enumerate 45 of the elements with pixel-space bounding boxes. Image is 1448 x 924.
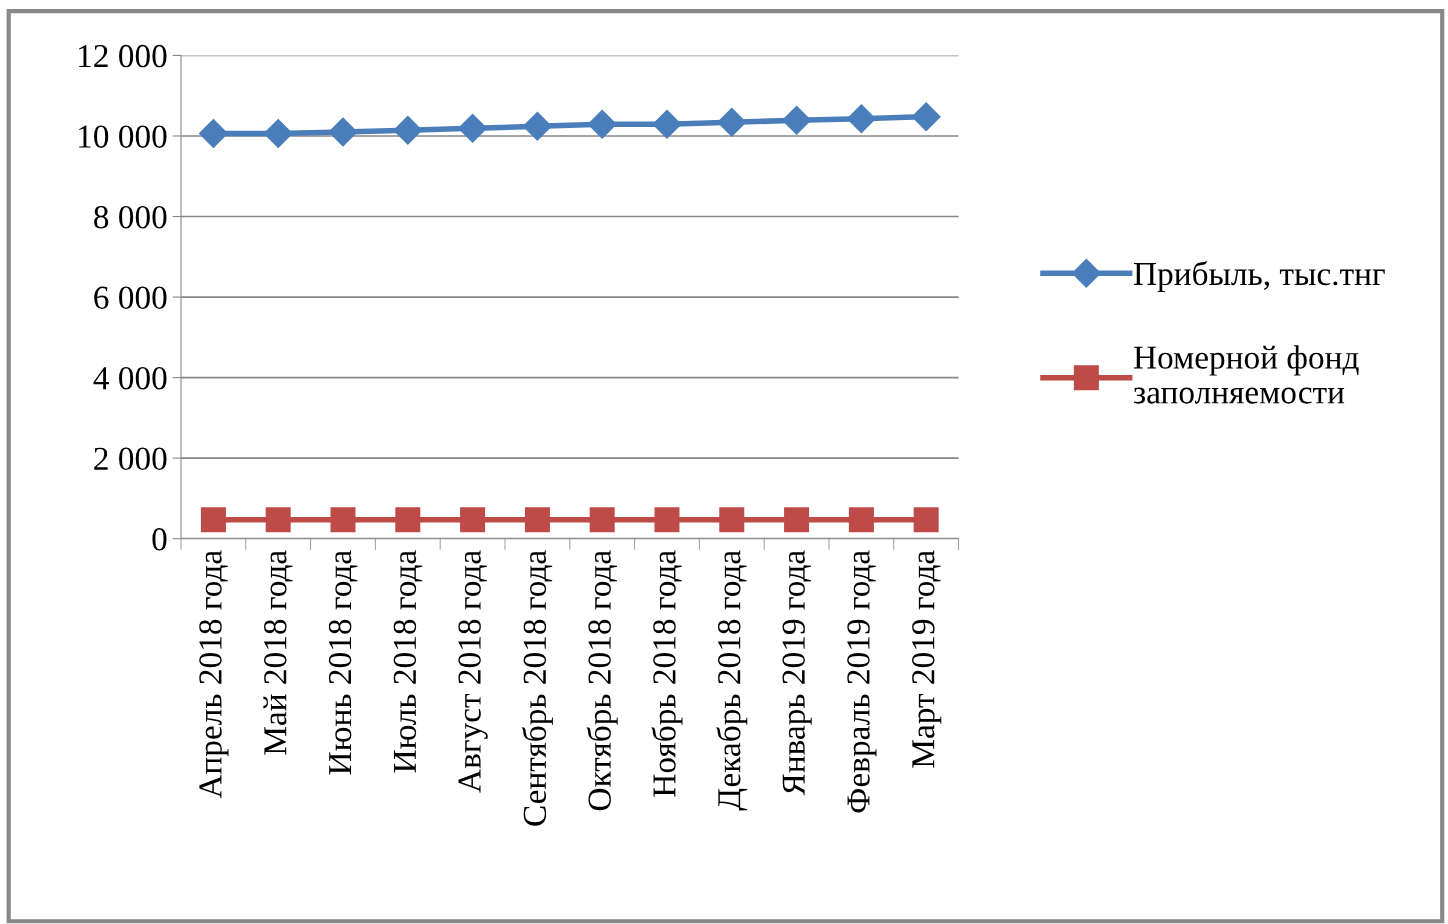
point bbox=[913, 507, 939, 533]
point bbox=[330, 507, 356, 533]
legend-label: Прибыль, тыс.тнг bbox=[1133, 261, 1385, 292]
x-tick-label: Август 2018 года bbox=[458, 550, 488, 793]
y-tick-label: 12 000 bbox=[79, 44, 167, 68]
point bbox=[460, 507, 486, 533]
point bbox=[524, 507, 550, 533]
x-tick-label: Апрель 2018 года bbox=[199, 550, 229, 799]
point bbox=[717, 107, 747, 137]
point bbox=[393, 115, 423, 145]
point bbox=[200, 507, 226, 533]
point bbox=[198, 119, 228, 149]
point bbox=[652, 109, 682, 139]
point bbox=[846, 104, 876, 134]
point bbox=[784, 507, 810, 533]
point bbox=[911, 102, 941, 132]
x-tick-label: Сентябрь 2018 года bbox=[521, 550, 553, 826]
x-tick-label: Март 2019 года bbox=[912, 550, 942, 768]
point bbox=[848, 507, 874, 533]
x-tick-label: Декабрь 2018 года bbox=[716, 550, 748, 811]
x-tick-label: Февраль 2019 года bbox=[847, 550, 877, 813]
point bbox=[265, 507, 291, 533]
x-tick-label: Июль 2018 года bbox=[393, 550, 423, 773]
point bbox=[522, 111, 552, 141]
point bbox=[589, 507, 615, 533]
x-tick-label: Октябрь 2018 года bbox=[586, 550, 618, 811]
y-tick-label: 8 000 bbox=[94, 205, 167, 229]
x-tick-label: Январь 2019 года bbox=[782, 550, 812, 796]
y-tick-label: 6 000 bbox=[94, 286, 167, 309]
point bbox=[654, 507, 680, 533]
point bbox=[782, 105, 812, 135]
x-tick-label: Ноябрь 2018 года bbox=[651, 550, 683, 797]
point bbox=[719, 507, 745, 533]
x-tick-label: Июнь 2018 года bbox=[328, 550, 358, 775]
point bbox=[263, 119, 293, 149]
legend-label: Номерной фонд заполняемости bbox=[1133, 345, 1359, 404]
point bbox=[587, 109, 617, 139]
x-tick-label: Май 2018 года bbox=[263, 550, 293, 755]
y-tick-label: 10 000 bbox=[79, 125, 167, 148]
y-tick-label: 4 000 bbox=[93, 367, 167, 390]
y-tick-label: 0 bbox=[152, 528, 167, 551]
point bbox=[395, 507, 421, 533]
point bbox=[458, 113, 488, 143]
y-tick-label: 2 000 bbox=[94, 447, 167, 471]
point bbox=[328, 117, 358, 147]
